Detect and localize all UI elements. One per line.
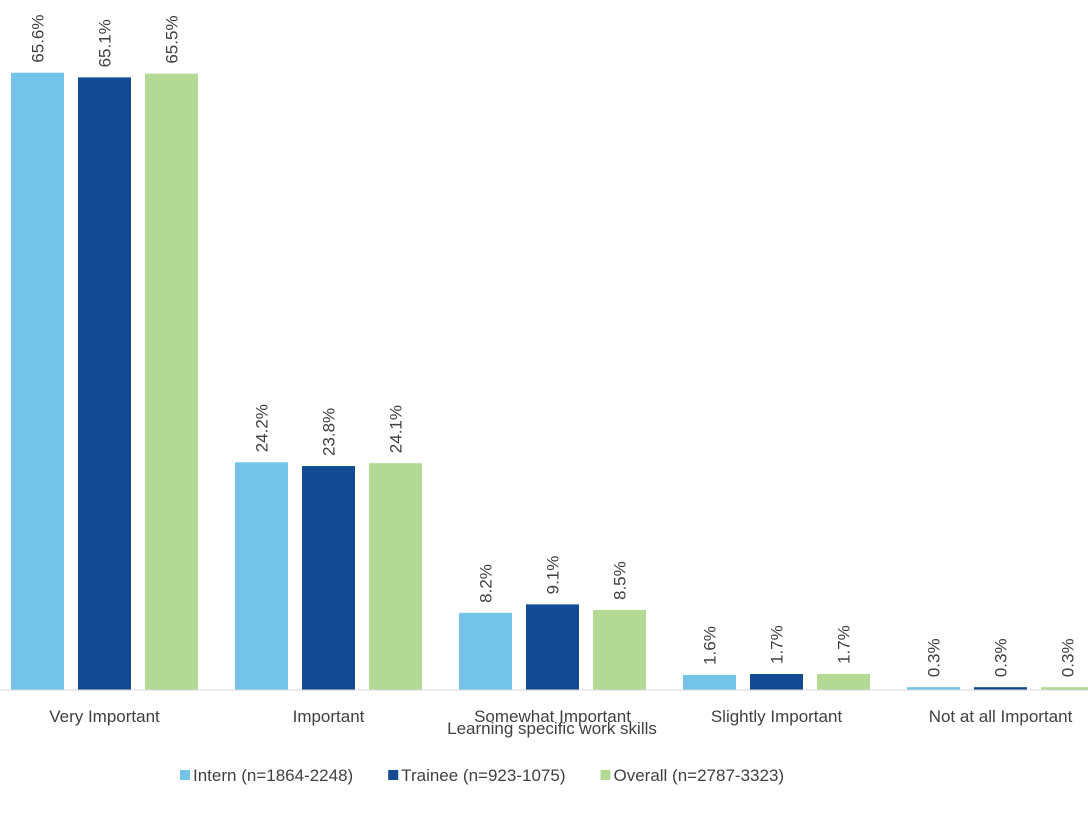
legend-swatch — [388, 770, 399, 780]
legend-label: Intern (n=1864-2248) — [193, 766, 353, 785]
bar-not-at-all-important-series-1 — [907, 687, 960, 690]
bar-slightly-important-series-3 — [817, 674, 870, 690]
bar-not-at-all-important-series-2 — [974, 687, 1027, 690]
legend-item: Trainee (n=923-1075) — [388, 766, 565, 785]
data-label: 1.7% — [835, 625, 854, 664]
data-label: 65.1% — [96, 19, 115, 67]
data-label: 65.6% — [29, 15, 48, 63]
legend: Intern (n=1864-2248) Trainee (n=923-1075)… — [180, 766, 784, 785]
data-label: 1.6% — [701, 626, 720, 665]
bar-somewhat-important-series-2 — [526, 604, 579, 690]
data-labels-layer: 65.6% 65.1% 65.5% 24.2% 23.8% 24.1% 8.2% 9.1% 8.… — [29, 15, 1078, 678]
data-label: 24.1% — [387, 405, 406, 453]
bar-somewhat-important-series-3 — [593, 610, 646, 690]
legend-swatch — [600, 770, 611, 780]
legend-label: Trainee (n=923-1075) — [401, 766, 565, 785]
legend-item: Overall (n=2787-3323) — [600, 766, 784, 785]
legend-label: Overall (n=2787-3323) — [613, 766, 784, 785]
bar-not-at-all-important-series-3 — [1041, 687, 1088, 690]
bar-slightly-important-series-1 — [683, 674, 736, 690]
legend-item: Intern (n=1864-2248) — [180, 766, 353, 785]
bar-important-series-2 — [302, 466, 355, 690]
bar-very-important-series-1 — [11, 72, 64, 691]
data-label: 0.3% — [992, 638, 1011, 677]
bar-very-important-series-3 — [145, 73, 198, 690]
x-axis-title: Learning specific work skills — [447, 719, 657, 738]
x-tick-label: Slightly Important — [711, 707, 843, 726]
data-label: 23.8% — [320, 408, 339, 456]
bar-important-series-3 — [369, 463, 422, 690]
data-label: 65.5% — [163, 15, 182, 63]
data-label: 9.1% — [544, 556, 563, 595]
data-label: 0.3% — [925, 638, 944, 677]
x-tick-label: Not at all Important — [929, 707, 1073, 726]
bar-very-important-series-2 — [78, 77, 131, 690]
x-tick-label: Very Important — [49, 707, 160, 726]
bar-important-series-1 — [235, 462, 288, 690]
x-tick-label: Somewhat Important — [474, 707, 631, 726]
bar-slightly-important-series-2 — [750, 674, 803, 690]
data-label: 8.2% — [477, 564, 496, 603]
data-label: 0.3% — [1059, 638, 1078, 677]
data-label: 24.2% — [253, 404, 272, 452]
x-tick-label: Important — [293, 707, 365, 726]
bars-layer — [11, 72, 1088, 691]
legend-swatch — [180, 770, 190, 780]
bar-somewhat-important-series-1 — [459, 612, 512, 690]
data-label: 1.7% — [768, 625, 787, 664]
x-tick-labels: Very Important Important Somewhat Importan… — [49, 707, 1072, 726]
data-label: 8.5% — [611, 561, 630, 600]
